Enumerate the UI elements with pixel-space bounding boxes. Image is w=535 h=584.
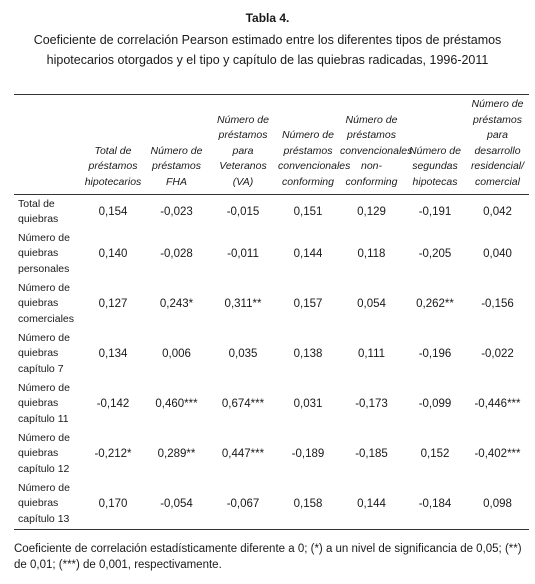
table-row: Número de quiebras capítulo 7 0,134 0,00… bbox=[14, 329, 529, 379]
table-cell: -0,191 bbox=[418, 206, 452, 218]
table-cell: 0,170 bbox=[98, 498, 128, 510]
table-cell: -0,067 bbox=[226, 498, 260, 510]
table-cell: 0,447*** bbox=[221, 448, 265, 460]
row-label: Número de quiebras comerciales bbox=[18, 281, 75, 325]
header-fha: Número de préstamos FHA bbox=[144, 95, 209, 195]
row-label: Número de quiebras capítulo 13 bbox=[18, 481, 70, 525]
table-cell: 0,040 bbox=[483, 248, 512, 260]
table-cell: 0,134 bbox=[98, 348, 128, 360]
table-cell: -0,189 bbox=[291, 448, 325, 460]
table-cell: -0,023 bbox=[160, 206, 193, 218]
table-cell: -0,142 bbox=[96, 398, 130, 410]
table-row: Total de quiebras 0,154 -0,023 -0,015 0,… bbox=[14, 195, 529, 230]
table-footnote: Coeficiente de correlación estadísticame… bbox=[14, 543, 522, 571]
table-cell: 0,144 bbox=[293, 248, 323, 260]
table-cell: -0,156 bbox=[481, 298, 514, 310]
header-non-conforming: Número de préstamos convencionales non-c… bbox=[339, 95, 412, 195]
table-cell: 0,138 bbox=[293, 348, 323, 360]
row-label: Número de quiebras capítulo 11 bbox=[18, 381, 70, 425]
table-cell: -0,212* bbox=[94, 448, 132, 460]
table-title: Coeficiente de correlación Pearson estim… bbox=[33, 33, 502, 67]
header-conforming: Número de préstamos convencionales confo… bbox=[277, 95, 350, 195]
table-cell: -0,022 bbox=[481, 348, 514, 360]
table-cell: -0,402*** bbox=[474, 448, 521, 460]
table-row: Número de quiebras personales 0,140 -0,0… bbox=[14, 229, 529, 279]
header-desarrollo: Número de préstamos para desarrollo resi… bbox=[466, 95, 529, 195]
table-cell: 0,035 bbox=[228, 348, 258, 360]
table-cell: 0,151 bbox=[293, 206, 323, 218]
table-cell: 0,098 bbox=[483, 498, 512, 510]
table-cell: -0,028 bbox=[160, 248, 193, 260]
header-va: Número de préstamos para Veteranos (VA) bbox=[209, 95, 277, 195]
table-cell: 0,152 bbox=[420, 448, 450, 460]
header-segundas-hipotecas: Número de segundas hipotecas bbox=[404, 95, 466, 195]
row-label: Número de quiebras capítulo 12 bbox=[18, 431, 70, 475]
table-cell: 0,006 bbox=[162, 348, 191, 360]
table-cell: 0,140 bbox=[98, 248, 128, 260]
table-cell: -0,099 bbox=[418, 398, 452, 410]
table-cell: -0,205 bbox=[418, 248, 452, 260]
correlation-table: Total de préstamos hipotecarios Número d… bbox=[14, 94, 529, 530]
row-label: Número de quiebras personales bbox=[18, 231, 70, 275]
table-cell: 0,054 bbox=[357, 298, 386, 310]
table-cell: 0,311** bbox=[224, 298, 262, 310]
table-cell: 0,042 bbox=[483, 206, 512, 218]
table-cell: 0,129 bbox=[357, 206, 386, 218]
table-cell: 0,158 bbox=[293, 498, 323, 510]
table-cell: -0,184 bbox=[418, 498, 452, 510]
table-cell: 0,111 bbox=[357, 348, 386, 360]
table-cell: -0,446*** bbox=[474, 398, 521, 410]
table-cell: 0,157 bbox=[293, 298, 323, 310]
table-row: Número de quiebras capítulo 12 -0,212* 0… bbox=[14, 429, 529, 479]
row-label: Número de quiebras capítulo 7 bbox=[18, 331, 70, 375]
table-cell: 0,118 bbox=[357, 248, 386, 260]
table-cell: 0,289** bbox=[157, 448, 196, 460]
table-cell: -0,185 bbox=[355, 448, 388, 460]
header-total-prestamos: Total de préstamos hipotecarios bbox=[82, 95, 144, 195]
table-cell: -0,011 bbox=[227, 248, 259, 260]
table-cell: -0,173 bbox=[355, 398, 388, 410]
table-cell: 0,031 bbox=[293, 398, 323, 410]
table-cell: 0,154 bbox=[98, 206, 128, 218]
row-label: Total de quiebras bbox=[18, 197, 59, 226]
table-cell: 0,460*** bbox=[155, 398, 198, 410]
header-cell-empty bbox=[14, 95, 82, 195]
table: Total de préstamos hipotecarios Número d… bbox=[14, 95, 529, 529]
table-row: Número de quiebras comerciales 0,127 0,2… bbox=[14, 279, 529, 329]
table-cell: 0,127 bbox=[98, 298, 128, 310]
table-cell: -0,054 bbox=[160, 498, 193, 510]
table-label: Tabla 4. bbox=[245, 11, 290, 25]
table-caption: Tabla 4. Coeficiente de correlación Pear… bbox=[0, 10, 535, 70]
table-cell: 0,144 bbox=[357, 498, 386, 510]
table-cell: 0,674*** bbox=[221, 398, 265, 410]
table-cell: -0,196 bbox=[418, 348, 452, 360]
table-cell: -0,015 bbox=[226, 206, 260, 218]
table-header-row: Total de préstamos hipotecarios Número d… bbox=[14, 95, 529, 195]
table-cell: 0,243* bbox=[159, 298, 194, 310]
table-row: Número de quiebras capítulo 13 0,170 -0,… bbox=[14, 479, 529, 529]
table-row: Número de quiebras capítulo 11 -0,142 0,… bbox=[14, 379, 529, 429]
table-cell: 0,262** bbox=[416, 298, 454, 310]
